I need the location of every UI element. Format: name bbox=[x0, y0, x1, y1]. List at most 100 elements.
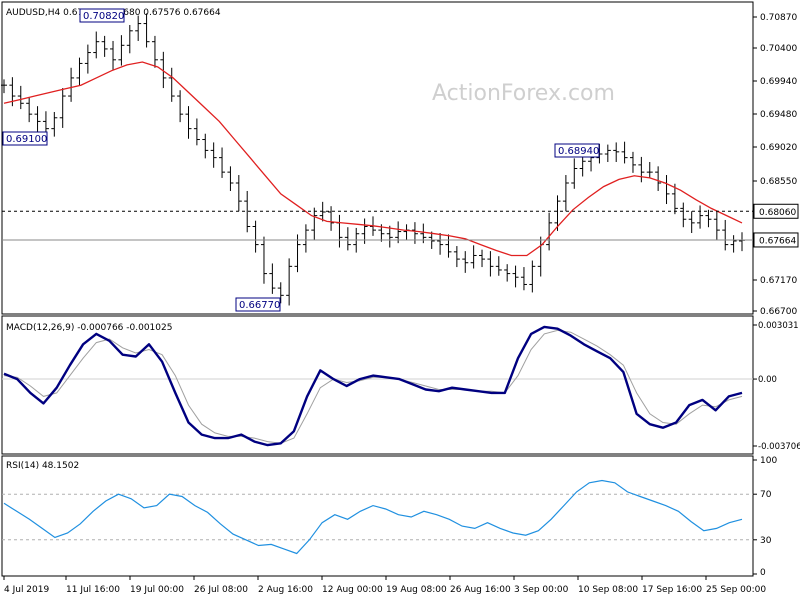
ohlc-bar bbox=[269, 263, 276, 294]
ohlc-bar bbox=[168, 67, 175, 102]
watermark: ActionForex.com bbox=[432, 81, 615, 106]
ohlc-bar bbox=[160, 51, 167, 89]
ohlc-bar bbox=[646, 161, 653, 178]
price-level-tag-box bbox=[753, 232, 799, 248]
ohlc-bar bbox=[470, 245, 477, 269]
rsi-y-tick-label: 30 bbox=[760, 536, 772, 546]
ohlc-bar bbox=[730, 235, 737, 253]
ohlc-bar bbox=[546, 212, 553, 251]
price-annotation: 0.68940 bbox=[554, 143, 600, 158]
ohlc-bar bbox=[59, 88, 66, 128]
x-axis-tick-label: 11 Jul 16:00 bbox=[66, 585, 120, 595]
ohlc-bar bbox=[722, 219, 729, 251]
macd-y-tick-label: 0.003031 bbox=[758, 321, 799, 331]
ohlc-bar bbox=[34, 106, 41, 132]
macd-signal-line bbox=[3, 329, 743, 444]
ohlc-bar bbox=[219, 147, 226, 178]
rsi-y-tick-label: 100 bbox=[760, 456, 777, 466]
price-annotation-box bbox=[554, 143, 600, 158]
ohlc-bar bbox=[520, 267, 527, 291]
ohlc-bar bbox=[529, 260, 536, 293]
price-y-tick-label: 0.69480 bbox=[760, 110, 797, 120]
ohlc-bar bbox=[437, 233, 444, 255]
ohlc-bar bbox=[126, 25, 133, 54]
macd-series-layer bbox=[2, 325, 753, 447]
price-y-tick-label: 0.69940 bbox=[760, 77, 797, 87]
ohlc-bar bbox=[294, 234, 301, 273]
macd-title: MACD(12,26,9) -0.000766 -0.001025 bbox=[6, 323, 172, 333]
moving-average-line bbox=[3, 61, 743, 257]
macd-panel-frame bbox=[1, 315, 754, 455]
price-y-tick-label: 0.68550 bbox=[760, 177, 797, 187]
price-annotation-label: 0.68940 bbox=[558, 146, 599, 157]
price-level-tag: 0.67664 bbox=[753, 232, 799, 248]
rsi-title: RSI(14) 48.1502 bbox=[6, 461, 79, 471]
ohlc-bar bbox=[93, 31, 100, 59]
macd-y-tick-label: -0.003706 bbox=[758, 442, 800, 452]
ohlc-bar bbox=[84, 44, 91, 74]
ohlc-bar bbox=[655, 166, 662, 191]
x-axis-tick-label: 26 Jul 08:00 bbox=[194, 585, 248, 595]
x-axis-tick-label: 2 Aug 16:00 bbox=[258, 585, 313, 595]
ohlc-bar bbox=[110, 40, 117, 70]
ohlc-bar bbox=[235, 175, 242, 212]
ohlc-bar bbox=[118, 35, 125, 66]
ohlc-bar bbox=[697, 205, 704, 229]
ohlc-bar bbox=[604, 144, 611, 162]
ohlc-bar bbox=[244, 190, 251, 233]
ohlc-bar bbox=[311, 207, 318, 241]
rsi-line bbox=[3, 479, 743, 555]
ohlc-bar bbox=[713, 211, 720, 241]
ohlc-bar bbox=[286, 258, 293, 306]
ohlc-bar bbox=[705, 209, 712, 228]
ohlc-bar bbox=[671, 183, 678, 215]
x-axis-tick-label: 26 Aug 16:00 bbox=[450, 585, 511, 595]
price-annotation: 0.66770 bbox=[235, 297, 281, 312]
price-annotation-label: 0.66770 bbox=[239, 300, 280, 311]
x-axis-tick-label: 3 Sep 00:00 bbox=[514, 585, 569, 595]
price-annotation-box bbox=[79, 8, 125, 23]
price-y-tick-label: 0.70400 bbox=[760, 44, 797, 54]
ohlc-bar bbox=[210, 142, 217, 168]
price-level-tag: 0.68060 bbox=[753, 203, 799, 219]
ohlc-bar bbox=[638, 156, 645, 183]
price-annotation: 0.70820 bbox=[79, 8, 125, 23]
macd-main-line bbox=[3, 325, 743, 447]
price-y-tick-label: 0.70870 bbox=[760, 13, 797, 23]
ohlc-bar bbox=[177, 90, 184, 123]
price-series-layer: 0.70820 0.69100 0.66770 0.68940 bbox=[1, 8, 753, 312]
x-axis-tick-label: 19 Aug 08:00 bbox=[386, 585, 447, 595]
price-y-tick-label: 0.66700 bbox=[760, 307, 797, 317]
price-level-tag-label: 0.67664 bbox=[759, 236, 796, 246]
ohlc-bar bbox=[17, 85, 24, 110]
ohlc-bar bbox=[202, 133, 209, 159]
price-y-tick-label: 0.67170 bbox=[760, 276, 797, 286]
price-level-tag-box bbox=[753, 203, 799, 219]
x-axis-tick-label: 17 Sep 16:00 bbox=[642, 585, 702, 595]
rsi-series-layer bbox=[2, 479, 753, 555]
ohlc-bar bbox=[562, 175, 569, 212]
ohlc-bar bbox=[135, 15, 142, 41]
x-axis-tick-label: 25 Sep 00:00 bbox=[706, 585, 766, 595]
price-annotation-box bbox=[235, 297, 281, 312]
ohlc-bar bbox=[68, 67, 75, 102]
ohlc-bar bbox=[462, 251, 469, 273]
ohlc-bar bbox=[51, 111, 58, 137]
ohlc-bar bbox=[571, 158, 578, 189]
price-annotation: 0.69100 bbox=[2, 131, 48, 146]
ohlc-bar bbox=[277, 282, 284, 304]
rsi-y-tick-label: 70 bbox=[760, 490, 772, 500]
price-annotation-label: 0.70820 bbox=[83, 11, 124, 22]
ohlc-bar bbox=[613, 142, 620, 162]
ohlc-bar bbox=[554, 195, 561, 231]
ohlc-bar bbox=[193, 118, 200, 146]
ohlc-bar bbox=[579, 155, 586, 177]
macd-y-tick-label: 0.00 bbox=[758, 375, 777, 385]
x-axis-tick-label: 10 Sep 08:00 bbox=[578, 585, 638, 595]
ohlc-bar bbox=[143, 13, 150, 48]
ohlc-bar bbox=[445, 234, 452, 258]
ohlc-bar bbox=[26, 97, 33, 123]
ohlc-bar bbox=[487, 251, 494, 277]
